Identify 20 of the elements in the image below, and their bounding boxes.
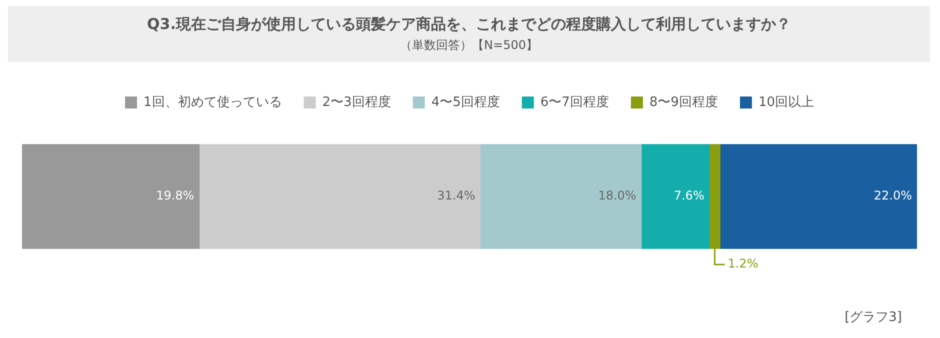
legend-label: 1回、初めて使っている [144, 94, 282, 110]
legend-label: 8〜9回程度 [649, 94, 718, 110]
bar [22, 144, 200, 249]
data-label: 7.6% [674, 188, 704, 203]
data-label: 22.0% [874, 188, 912, 203]
data-label: 31.4% [437, 188, 476, 203]
text: [グラフ3] [844, 309, 902, 326]
bar [641, 144, 710, 249]
bar [720, 144, 917, 249]
legend-label: 4〜5回程度 [431, 94, 500, 110]
data-label: 19.8% [156, 188, 194, 203]
bar [480, 144, 642, 249]
chart-title: Q3.現在ご自身が使用している頭髪ケア商品を、これまでどの程度購入して利用していますか？ [146, 15, 792, 34]
legend-label: 6〜7回程度 [540, 94, 609, 110]
data-label: 18.0% [598, 188, 636, 203]
chart-subtitle: （単数回答）【N=500】 [399, 37, 539, 54]
bar [198, 144, 481, 249]
legend-label: 2〜3回程度 [322, 94, 391, 110]
legend-label: 10回以上 [758, 94, 814, 110]
data-label: 1.2% [728, 256, 758, 271]
